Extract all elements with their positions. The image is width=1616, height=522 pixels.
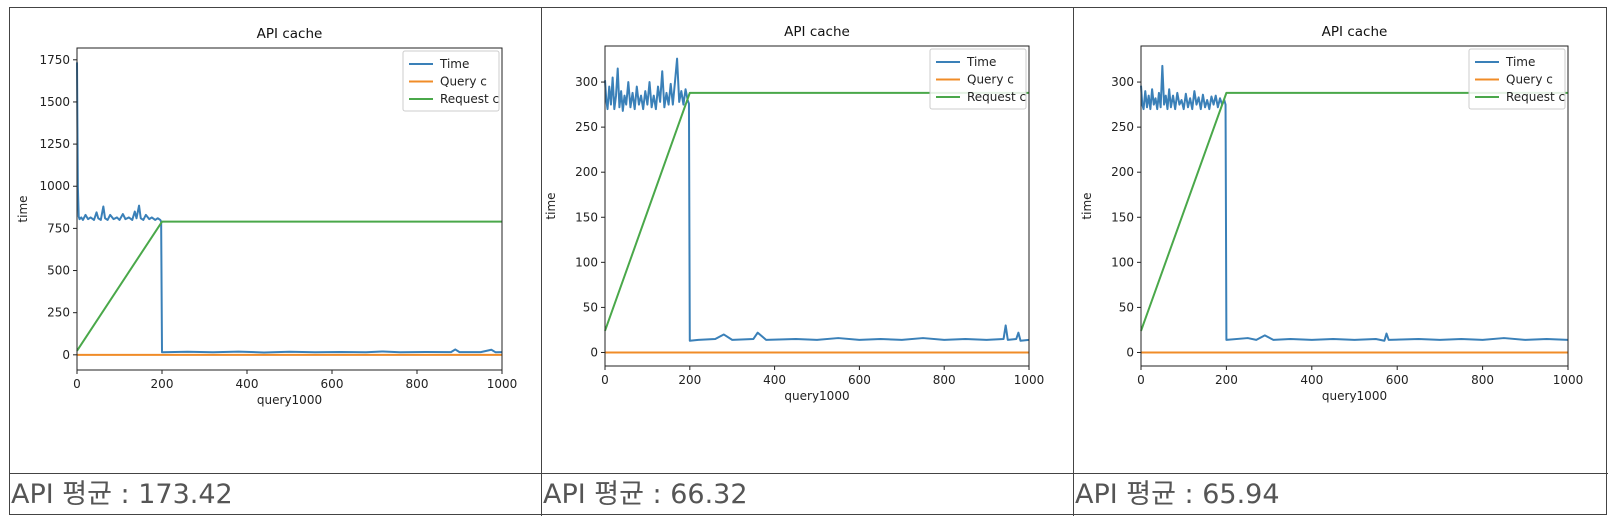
x-tick-label: 200: [678, 373, 701, 387]
legend-label: Time: [966, 55, 996, 69]
legend-box: [929, 48, 1027, 110]
y-axis-label: time: [1080, 192, 1094, 219]
x-tick-label: 1000: [487, 377, 518, 391]
legend: Time Query c Request c: [1468, 48, 1566, 110]
x-tick-label: 1000: [1553, 373, 1584, 387]
caption-cell-3: API 평균 : 65.94: [1074, 473, 1608, 516]
y-axis-label: time: [16, 195, 30, 222]
api-average-caption: API 평균 : 173.42: [11, 479, 233, 510]
series-line-request-c: [76, 220, 502, 352]
y-tick-label: 0: [590, 345, 598, 359]
x-tick-label: 400: [236, 377, 259, 391]
x-tick-label: 200: [151, 377, 174, 391]
legend: Time Query c Request c: [402, 50, 500, 112]
plot-frame: [76, 47, 503, 371]
y-tick-label: 0: [1126, 345, 1134, 359]
legend-label: Request c: [440, 92, 499, 106]
legend-label: Query c: [440, 75, 487, 89]
api-average-caption: API 평균 : 66.32: [543, 479, 748, 510]
legend-box: [402, 50, 500, 112]
line-chart-2: 0 200 400 600 800 1000 0 50 100 150 200 250 300 API c…: [544, 24, 1045, 403]
y-tick-label: 100: [575, 255, 598, 269]
x-tick-label: 800: [933, 373, 956, 387]
line-chart-3: 0 200 400 600 800 1000 0 50 100 150 200 250 300 API c…: [1080, 24, 1584, 403]
caption-cell-1: API 평균 : 173.42: [10, 473, 542, 516]
x-tick-label: 0: [1137, 373, 1145, 387]
y-tick-label: 150: [1111, 210, 1134, 224]
legend-label: Time: [439, 57, 469, 71]
y-axis-label: time: [544, 192, 558, 219]
legend-label: Query c: [967, 73, 1014, 87]
series-line-request-c: [1140, 91, 1568, 332]
x-tick-label: 0: [601, 373, 609, 387]
legend-box: [1468, 48, 1566, 110]
legend-label: Query c: [1506, 73, 1553, 87]
legend-label: Time: [1505, 55, 1535, 69]
line-chart-1: 0 200 400 600 800 1000 0 250 500 750 1000 1250 1500 1…: [16, 26, 518, 407]
x-axis-label: query1000: [1322, 389, 1387, 403]
y-tick-label: 300: [1111, 75, 1134, 89]
y-tick-label: 250: [47, 306, 70, 320]
caption-cell-2: API 평균 : 66.32: [542, 473, 1074, 516]
legend: Time Query c Request c: [929, 48, 1027, 110]
chart-cell-3: 0 200 400 600 800 1000 0 50 100 150 200 250 300 API c…: [1074, 8, 1608, 473]
chart-cell-1: 0 200 400 600 800 1000 0 250 500 750 1000 1250 1500 1…: [10, 8, 542, 473]
y-tick-label: 1750: [39, 53, 70, 67]
x-tick-label: 1000: [1014, 373, 1045, 387]
legend-label: Request c: [1506, 90, 1565, 104]
y-tick-label: 300: [575, 75, 598, 89]
plot-frame: [604, 45, 1030, 367]
chart-title: API cache: [784, 24, 850, 40]
x-tick-label: 400: [1300, 373, 1323, 387]
x-tick-label: 600: [321, 377, 344, 391]
y-tick-label: 250: [575, 120, 598, 134]
y-tick-label: 100: [1111, 255, 1134, 269]
y-tick-label: 1500: [39, 95, 70, 109]
series-line-time: [1140, 64, 1569, 342]
y-tick-label: 500: [47, 264, 70, 278]
x-tick-label: 400: [763, 373, 786, 387]
chart-title: API cache: [1322, 24, 1388, 40]
series-line-time: [76, 62, 503, 354]
y-tick-label: 250: [1111, 120, 1134, 134]
series-line-request-c: [604, 91, 1029, 332]
y-tick-label: 750: [47, 221, 70, 235]
y-tick-label: 1000: [39, 179, 70, 193]
y-tick-label: 50: [1119, 300, 1134, 314]
y-tick-label: 150: [575, 210, 598, 224]
x-axis-label: query1000: [784, 389, 849, 403]
results-table: 0 200 400 600 800 1000 0 250 500 750 1000 1250 1500 1…: [9, 7, 1608, 516]
x-tick-label: 800: [1471, 373, 1494, 387]
legend-label: Request c: [967, 90, 1026, 104]
y-tick-label: 50: [583, 300, 598, 314]
y-tick-label: 200: [575, 165, 598, 179]
series-line-time: [604, 57, 1030, 342]
x-tick-label: 0: [73, 377, 81, 391]
chart-cell-2: 0 200 400 600 800 1000 0 50 100 150 200 250 300 API c…: [542, 8, 1074, 473]
plot-frame: [1140, 45, 1569, 367]
x-tick-label: 200: [1215, 373, 1238, 387]
x-tick-label: 800: [406, 377, 429, 391]
x-tick-label: 600: [1386, 373, 1409, 387]
y-tick-label: 200: [1111, 165, 1134, 179]
y-tick-label: 0: [62, 348, 70, 362]
x-axis-label: query1000: [257, 393, 322, 407]
chart-title: API cache: [257, 26, 323, 42]
api-average-caption: API 평균 : 65.94: [1075, 479, 1280, 510]
x-tick-label: 600: [848, 373, 871, 387]
y-tick-label: 1250: [39, 137, 70, 151]
